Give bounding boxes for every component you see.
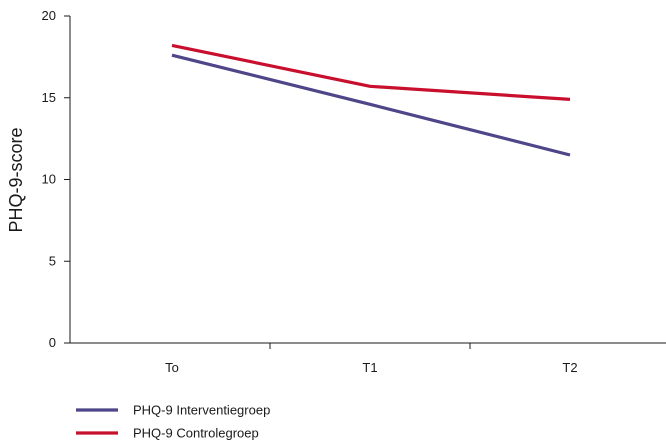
- series-line-1: [171, 53, 571, 157]
- y-tick-label: 20: [42, 8, 56, 23]
- y-tick-label: 5: [49, 253, 56, 268]
- legend-label: PHQ-9 Controlegroep: [133, 426, 259, 441]
- x-tick-label: To: [165, 360, 179, 375]
- y-axis-title: PHQ-9-score: [6, 127, 26, 232]
- legend-label: PHQ-9 Interventiegroep: [133, 403, 270, 418]
- x-tick-label: T2: [562, 360, 577, 375]
- y-tick-label: 0: [49, 335, 56, 350]
- series-line-2: [171, 43, 571, 101]
- y-tick-label: 15: [42, 90, 56, 105]
- y-tick-label: 10: [42, 172, 56, 187]
- legend: PHQ-9 Interventiegroep PHQ-9 Controlegroe…: [76, 403, 270, 441]
- series-lines: [171, 43, 571, 157]
- x-ticks: To T1 T2: [165, 343, 578, 375]
- axes: [69, 16, 666, 344]
- y-ticks: 0 5 10 15 20: [42, 8, 70, 350]
- x-tick-label: T1: [362, 360, 377, 375]
